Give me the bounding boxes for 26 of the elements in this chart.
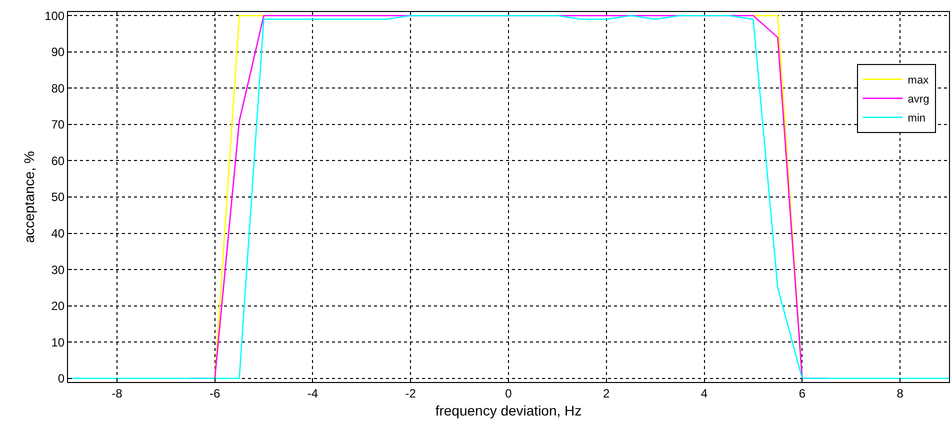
y-tick-label: 10 [51,335,65,350]
x-tick-label: 4 [700,386,708,400]
x-axis-title: frequency deviation, Hz [435,402,582,419]
x-tick-label: -6 [209,386,220,400]
y-tick-label: 50 [51,190,65,204]
y-tick-label: 40 [51,226,65,240]
legend-label: min [908,112,926,125]
x-tick-label: 8 [896,386,904,400]
x-tick-label: -8 [112,386,123,400]
y-tick-label: 60 [51,154,65,168]
y-tick-label: 30 [51,262,65,277]
y-axis-title: acceptance, % [21,151,38,243]
y-tick-label: 90 [51,45,65,60]
x-tick-label: -4 [307,386,318,400]
x-tick-label: 6 [798,386,806,400]
x-tick-label: 0 [505,386,512,400]
x-tick-label: -2 [405,386,416,400]
legend-label: max [908,74,930,87]
y-tick-label: 100 [44,8,65,23]
line-series [68,14,949,380]
x-tick-label: 2 [603,386,610,400]
y-tick-label: 80 [51,81,65,96]
y-tick-label: 0 [58,372,65,386]
legend-label: avrg [908,94,930,106]
y-tick-label: 20 [51,299,65,314]
y-tick-label: 70 [51,118,65,132]
